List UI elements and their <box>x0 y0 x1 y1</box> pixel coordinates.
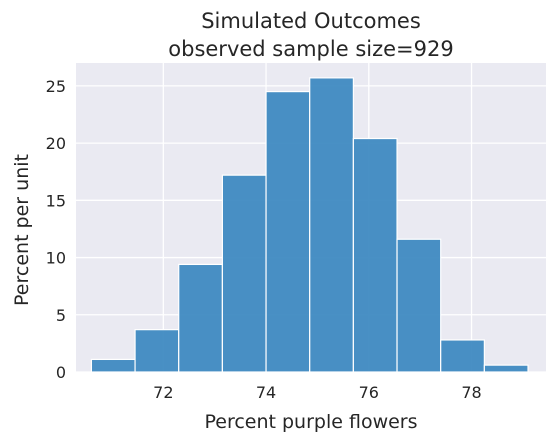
x-tick-label: 76 <box>359 383 379 402</box>
histogram-bar <box>90 358 136 373</box>
histogram-bar <box>221 174 267 373</box>
histogram-bar <box>178 263 223 373</box>
histogram-bar <box>309 77 354 373</box>
x-axis-ticks: 72 74 76 78 <box>153 383 482 402</box>
histogram-bar <box>483 364 529 373</box>
histogram-bar <box>265 91 311 373</box>
histogram-bar <box>134 329 180 373</box>
chart-title: Simulated Outcomes <box>201 9 421 33</box>
y-tick-label: 20 <box>46 134 66 153</box>
x-tick-label: 74 <box>256 383 276 402</box>
y-tick-label: 15 <box>46 191 66 210</box>
y-tick-label: 10 <box>46 249 66 268</box>
histogram-bar <box>352 137 398 373</box>
y-tick-label: 5 <box>56 306 66 325</box>
histogram-bars <box>90 77 529 373</box>
histogram-bar <box>396 238 442 373</box>
x-axis-label: Percent purple flowers <box>204 411 417 433</box>
x-tick-label: 78 <box>461 383 481 402</box>
histogram-bar <box>440 339 485 373</box>
y-axis-label: Percent per unit <box>11 154 33 306</box>
y-tick-label: 0 <box>56 363 66 382</box>
chart-subtitle: observed sample size=929 <box>168 37 453 61</box>
y-tick-label: 25 <box>46 77 66 96</box>
y-axis-ticks: 0 5 10 15 20 25 <box>46 77 66 382</box>
x-tick-label: 72 <box>153 383 173 402</box>
